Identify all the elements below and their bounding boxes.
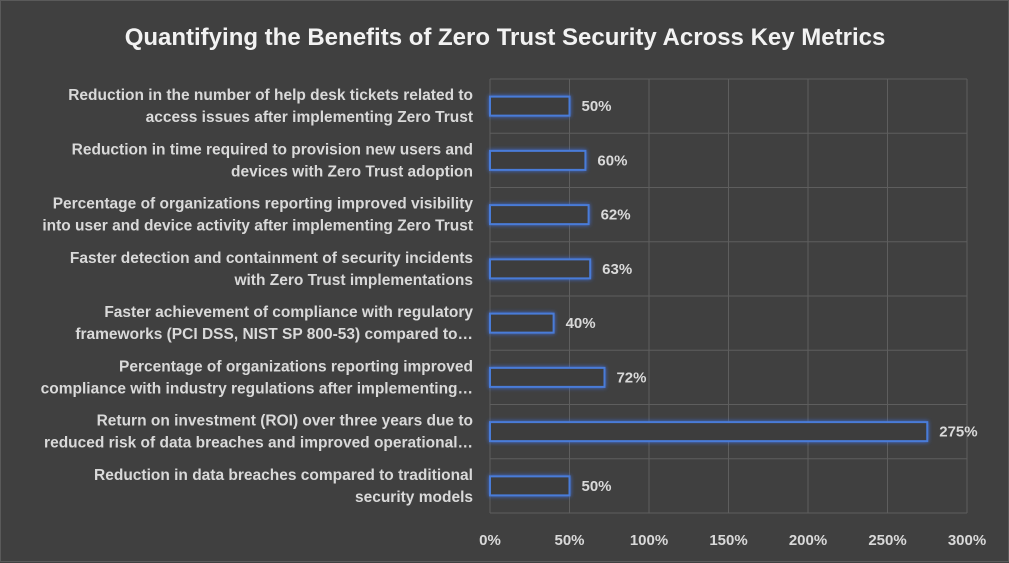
data-label: 275% [939,424,977,441]
data-label: 62% [601,207,631,224]
bar-2 [489,204,590,226]
category-label: Faster achievement of compliance with re… [104,304,473,321]
x-tick-label: 250% [868,532,906,549]
category-label: Return on investment (ROI) over three ye… [97,413,473,430]
data-label: 72% [616,369,646,386]
data-label: 50% [582,478,612,495]
bar-6 [489,421,929,443]
category-label: reduced risk of data breaches and improv… [44,435,473,452]
gridlines [489,78,968,514]
x-tick-label: 200% [789,532,827,549]
data-label: 63% [602,261,632,278]
category-label: into user and device activity after impl… [42,218,473,235]
category-label: frameworks (PCI DSS, NIST SP 800-53) com… [75,326,473,343]
x-tick-label: 300% [948,532,986,549]
category-label: Reduction in the number of help desk tic… [68,87,473,104]
category-label: access issues after implementing Zero Tr… [146,109,473,126]
category-label: devices with Zero Trust adoption [231,163,473,180]
category-label: Reduction in time required to provision … [72,141,473,158]
category-label: security models [355,489,473,506]
x-tick-label: 50% [554,532,584,549]
x-tick-label: 100% [630,532,668,549]
bar-0 [489,95,571,117]
data-labels: 50% 60% 62% 63% 40% 72% 275% 50% [566,98,978,495]
category-label: Percentage of organizations reporting im… [53,196,474,213]
data-label: 60% [597,152,627,169]
category-label: Faster detection and containment of secu… [70,250,473,267]
category-labels: Reduction in the number of help desk tic… [41,87,474,506]
bar-3 [489,258,592,280]
chart-title: Quantifying the Benefits of Zero Trust S… [125,24,886,51]
bar-1 [489,149,587,171]
bar-5 [489,366,606,388]
bar-4 [489,312,555,334]
data-label: 50% [582,98,612,115]
data-label: 40% [566,315,596,332]
x-axis-tick-labels: 0% 50% 100% 150% 200% 250% 300% [479,532,986,549]
x-tick-label: 150% [709,532,747,549]
x-tick-label: 0% [479,532,501,549]
category-label: with Zero Trust implementations [233,272,473,289]
bar-7 [489,475,571,497]
bars [489,95,929,497]
category-label: Reduction in data breaches compared to t… [94,467,473,484]
category-label: Percentage of organizations reporting im… [119,358,473,375]
category-label: compliance with industry regulations aft… [41,380,473,397]
